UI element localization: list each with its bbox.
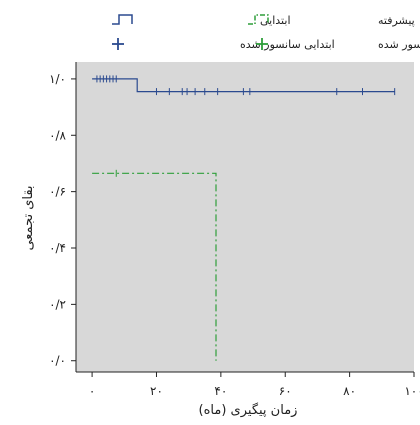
x-axis-title: زمان پیگیری (ماه) xyxy=(199,402,298,418)
legend: ابتدایی پیشرفته ابتدایی سانسور شده پیشرفته … xyxy=(112,14,420,51)
x-tick-label: ۶۰ xyxy=(279,384,292,398)
legend-label-4: پیشرفته سانسور شده xyxy=(378,38,420,51)
x-tick-label: ۲۰ xyxy=(150,384,163,398)
y-ticks: ۰/۰ ۰/۲ ۰/۴ ۰/۶ ۰/۸ ۱/۰ xyxy=(49,72,76,368)
plot-area xyxy=(76,62,414,372)
x-ticks: ۰ ۲۰ ۴۰ ۶۰ ۸۰ ۱۰۰ xyxy=(89,372,420,398)
y-tick-label: ۱/۰ xyxy=(49,72,66,86)
legend-symbol-1 xyxy=(112,15,132,24)
legend-label-1: ابتدایی xyxy=(260,14,291,27)
legend-label-2: پیشرفته xyxy=(378,14,415,27)
y-axis-title: بقای تجمعی xyxy=(21,185,36,250)
y-tick-label: ۰/۲ xyxy=(49,297,66,311)
x-tick-label: ۸۰ xyxy=(343,384,356,398)
x-tick-label: ۱۰۰ xyxy=(404,384,420,398)
x-tick-label: ۰ xyxy=(89,384,95,398)
y-tick-label: ۰/۸ xyxy=(49,128,66,142)
y-tick-label: ۰/۴ xyxy=(49,241,66,255)
x-tick-label: ۴۰ xyxy=(214,384,227,398)
y-tick-label: ۰/۶ xyxy=(49,185,66,199)
y-tick-label: ۰/۰ xyxy=(49,354,66,368)
legend-label-3: ابتدایی سانسور شده xyxy=(240,38,335,51)
